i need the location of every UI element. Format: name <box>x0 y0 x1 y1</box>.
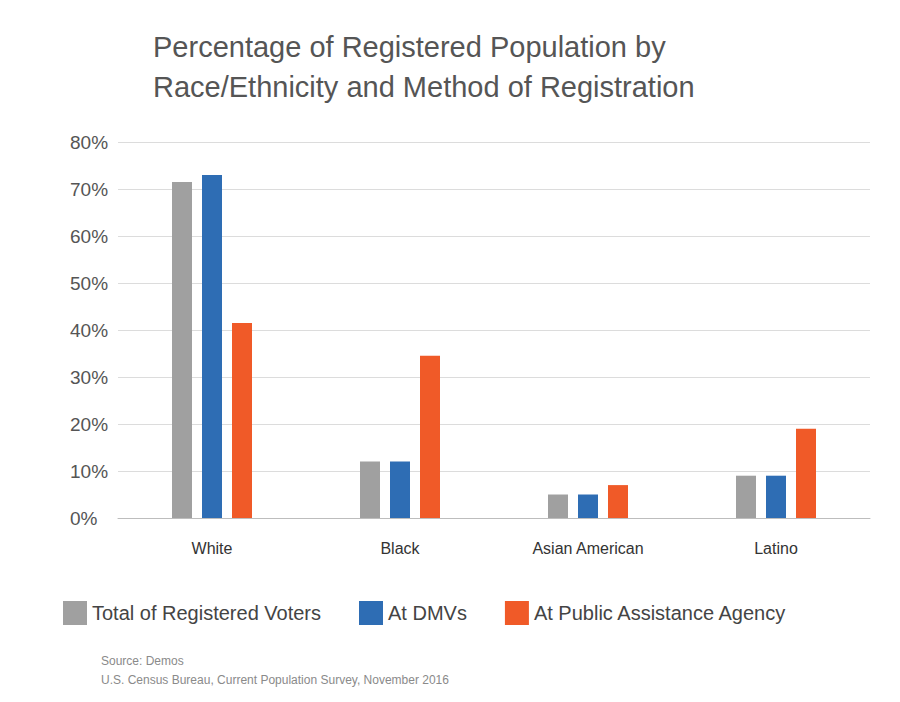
svg-text:70%: 70% <box>70 179 108 200</box>
svg-text:20%: 20% <box>70 414 108 435</box>
svg-text:Race/Ethnicity and Method of R: Race/Ethnicity and Method of Registratio… <box>153 71 695 103</box>
svg-text:Source: Demos: Source: Demos <box>101 654 184 668</box>
svg-text:0%: 0% <box>70 508 98 529</box>
svg-text:40%: 40% <box>70 320 108 341</box>
svg-text:U.S. Census Bureau, Current Po: U.S. Census Bureau, Current Population S… <box>101 673 449 687</box>
svg-text:At Public Assistance Agency: At Public Assistance Agency <box>534 602 785 624</box>
svg-text:Percentage of Registered Popul: Percentage of Registered Population by <box>153 31 666 63</box>
svg-text:50%: 50% <box>70 273 108 294</box>
svg-text:Total of Registered Voters: Total of Registered Voters <box>92 602 321 624</box>
svg-text:60%: 60% <box>70 226 108 247</box>
svg-text:At DMVs: At DMVs <box>388 602 467 624</box>
svg-text:80%: 80% <box>70 132 108 153</box>
svg-text:30%: 30% <box>70 367 108 388</box>
svg-text:White: White <box>192 540 233 557</box>
svg-text:10%: 10% <box>70 461 108 482</box>
svg-text:Asian American: Asian American <box>532 540 643 557</box>
svg-text:Black: Black <box>380 540 420 557</box>
svg-text:Latino: Latino <box>754 540 798 557</box>
